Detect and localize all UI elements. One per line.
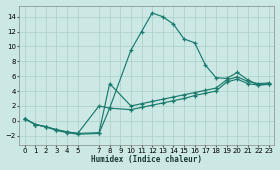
X-axis label: Humidex (Indice chaleur): Humidex (Indice chaleur)	[91, 155, 202, 164]
